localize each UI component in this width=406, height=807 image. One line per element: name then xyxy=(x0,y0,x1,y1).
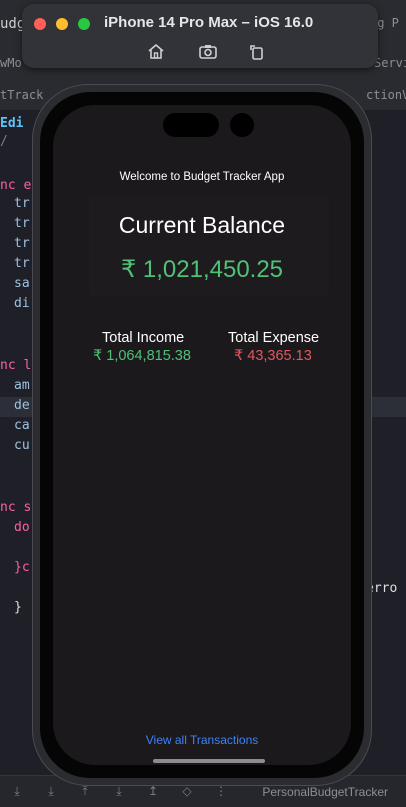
dynamic-island xyxy=(163,113,219,137)
code-error-fragment: erro xyxy=(366,581,398,596)
iphone-frame: Welcome to Budget Tracker App Current Ba… xyxy=(32,84,372,786)
xcode-title-fragment: udg xyxy=(0,16,26,32)
balance-amount: ₹ 1,021,450.25 xyxy=(120,256,284,283)
screenshot-icon[interactable] xyxy=(198,42,218,62)
code-line: nc l xyxy=(0,358,32,373)
expense-amount: ₹ 43,365.13 xyxy=(234,348,312,364)
step-icon[interactable]: ⤓ xyxy=(48,784,54,798)
code-line: sa xyxy=(14,276,30,291)
download-icon[interactable]: ⤓ xyxy=(14,784,20,798)
minimize-button[interactable] xyxy=(56,18,68,30)
code-line: ca xyxy=(14,418,30,433)
layers-icon[interactable]: ◇ xyxy=(182,784,192,798)
xcode-jumpbar-fragment[interactable]: tTrack xyxy=(0,88,44,102)
camera-cutout xyxy=(230,113,254,137)
edit-fragment: Edi xyxy=(0,116,24,131)
code-line: cu xyxy=(14,438,30,453)
xcode-tab-right-fragment[interactable]: Servic xyxy=(374,56,406,70)
code-line: de xyxy=(14,398,30,413)
rotate-icon[interactable] xyxy=(247,42,267,62)
income-label: Total Income xyxy=(102,330,185,346)
expense-label: Total Expense xyxy=(228,330,320,346)
code-line: nc e xyxy=(0,178,32,193)
home-icon[interactable] xyxy=(146,42,166,62)
view-all-transactions-link[interactable]: View all Transactions xyxy=(145,733,259,747)
app-screen: Welcome to Budget Tracker App Current Ba… xyxy=(53,105,351,765)
income-amount: ₹ 1,064,815.38 xyxy=(93,348,191,364)
code-line: } xyxy=(14,600,22,615)
balance-heading: Current Balance xyxy=(118,212,286,238)
code-line: tr xyxy=(14,196,30,211)
code-line: tr xyxy=(14,236,30,251)
close-button[interactable] xyxy=(34,18,46,30)
sliders-icon[interactable]: ⋮ xyxy=(215,784,227,798)
home-indicator[interactable] xyxy=(153,759,265,763)
code-line: }c xyxy=(14,560,30,575)
code-line: tr xyxy=(14,216,30,231)
xcode-tab-fragment[interactable]: wMo xyxy=(0,56,22,70)
step-out-icon[interactable]: ↥ xyxy=(147,784,159,798)
code-line: do xyxy=(14,520,30,535)
xcode-jumpbar-right-fragment[interactable]: ctionVie xyxy=(366,88,406,102)
zoom-button[interactable] xyxy=(78,18,90,30)
iphone-bezel: Welcome to Budget Tracker App Current Ba… xyxy=(40,92,364,778)
code-line: / xyxy=(0,134,8,149)
simulator-titlebar: iPhone 14 Pro Max – iOS 16.0 xyxy=(22,4,378,68)
code-line: tr xyxy=(14,256,30,271)
scheme-label: PersonalBudgetTracker xyxy=(262,785,388,799)
simulator-title: iPhone 14 Pro Max – iOS 16.0 xyxy=(104,14,314,31)
balance-card xyxy=(89,197,329,297)
code-line: am xyxy=(14,378,30,393)
welcome-title: Welcome to Budget Tracker App xyxy=(119,171,285,183)
code-line: nc s xyxy=(0,500,32,515)
step-icon[interactable]: ⤒ xyxy=(82,784,88,798)
step-icon[interactable]: ⤓ xyxy=(116,784,122,798)
code-line: di xyxy=(14,296,30,311)
